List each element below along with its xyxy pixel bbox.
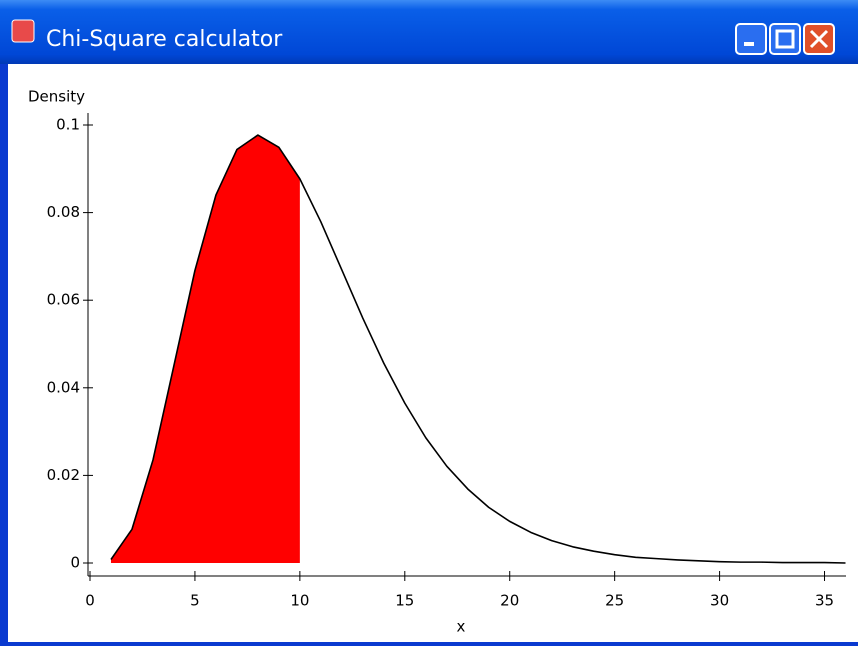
x-tick-label: 30 [710, 592, 729, 610]
shaded-area [110, 135, 300, 563]
title-bar [0, 0, 858, 64]
window-title: Chi-Square calculator [46, 27, 283, 52]
y-tick-label: 0.06 [47, 291, 80, 309]
x-tick-label: 15 [395, 592, 414, 610]
x-tick-label: 5 [190, 592, 200, 610]
x-tick-label: 25 [605, 592, 624, 610]
density-curve [110, 134, 846, 564]
minimize-button[interactable] [735, 23, 767, 55]
y-axis-label: Density [28, 88, 85, 106]
x-tick-label: 0 [85, 592, 95, 610]
y-tick-label: 0.08 [47, 203, 80, 221]
y-tick-label: 0.1 [56, 116, 80, 134]
minimize-icon [744, 42, 754, 46]
x-tick-label: 35 [815, 592, 834, 610]
close-icon [809, 29, 829, 49]
app-icon [11, 19, 35, 43]
y-tick-label: 0.02 [47, 466, 80, 484]
y-tick-label: 0.04 [47, 378, 80, 396]
x-tick-label: 20 [500, 592, 519, 610]
y-tick-label: 0 [70, 554, 80, 572]
x-axis-label: x [457, 618, 466, 636]
x-tick-label: 10 [290, 592, 309, 610]
maximize-icon [775, 29, 795, 49]
maximize-button[interactable] [769, 23, 801, 55]
